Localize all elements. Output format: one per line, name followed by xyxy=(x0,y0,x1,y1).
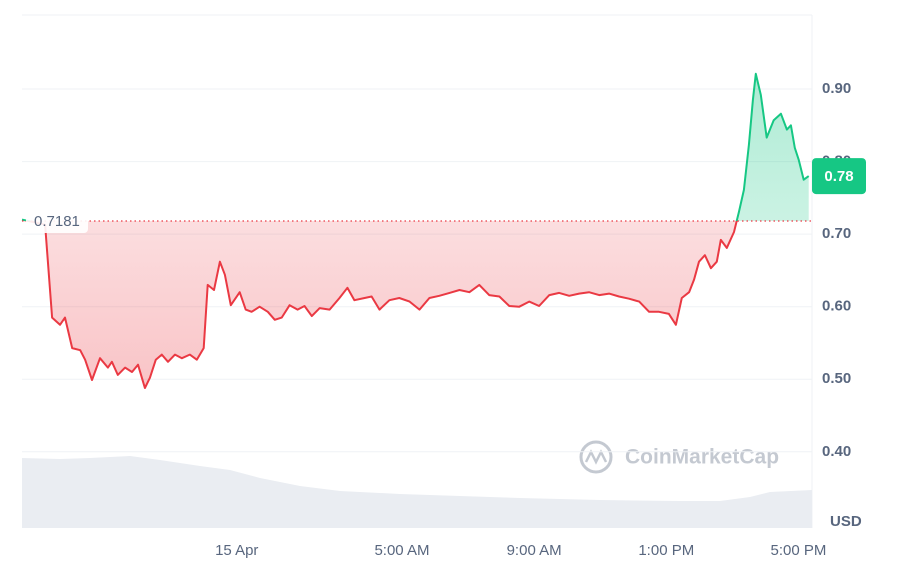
y-tick-label: 0.60 xyxy=(822,298,851,315)
y-unit: USD xyxy=(830,513,862,530)
baseline-label: 0.7181 xyxy=(34,213,80,230)
x-tick-label: 9:00 AM xyxy=(507,542,562,559)
x-tick-label: 5:00 PM xyxy=(771,542,827,559)
area-down xyxy=(28,220,737,388)
y-tick-label: 0.40 xyxy=(822,443,851,460)
current-price-label: 0.78 xyxy=(824,168,853,185)
y-tick-label: 0.90 xyxy=(822,80,851,97)
x-tick-label: 15 Apr xyxy=(215,542,258,559)
x-tick-label: 1:00 PM xyxy=(638,542,694,559)
current-price-badge xyxy=(812,158,866,195)
price-line-down xyxy=(23,220,738,389)
watermark-text: CoinMarketCap xyxy=(625,446,779,469)
baseline-label-box xyxy=(26,208,88,233)
y-tick-label: 0.70 xyxy=(822,225,851,242)
watermark-logo xyxy=(584,449,608,465)
x-tick-label: 5:00 AM xyxy=(374,542,429,559)
watermark-logo xyxy=(579,440,613,474)
y-tick-label: 0.50 xyxy=(822,370,851,387)
volume-area xyxy=(22,456,812,528)
watermark: CoinMarketCap xyxy=(579,440,779,474)
